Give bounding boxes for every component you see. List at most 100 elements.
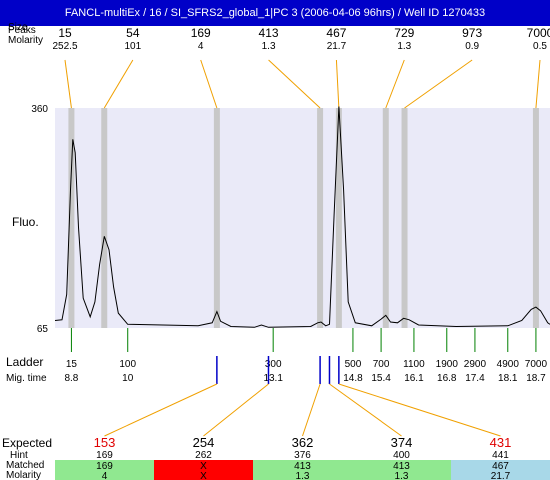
expected-value: 431	[490, 435, 512, 450]
peak-molarity-label: 21.7	[327, 41, 347, 52]
matched-label: Matched	[6, 460, 44, 471]
ladder-size-label: 4900	[497, 359, 520, 370]
ladder-time-label: 16.1	[404, 373, 424, 384]
expected-value: 153	[94, 435, 116, 450]
peak-connector	[385, 59, 405, 109]
matched-value: 413	[393, 461, 410, 472]
expected-value: 254	[193, 435, 215, 450]
matched-value: 413	[294, 461, 311, 472]
peak-size-label: 467	[326, 26, 346, 40]
matched-molarity-value: 4	[102, 471, 108, 480]
peak-connector	[404, 59, 473, 109]
matched-cell	[352, 460, 451, 480]
expected-label: Expected	[2, 436, 52, 450]
peak-molarity-label: 252.5	[52, 41, 77, 52]
matched-molarity-value: 1.3	[395, 471, 409, 480]
matched-cell	[154, 460, 253, 480]
peak-size-label: 7000	[527, 26, 550, 40]
ladder-ticks: 15 8.8 100 10 300 13.1 500 14.8 700 15.4 1100 16.1 1…	[64, 328, 547, 384]
hint-label: Hint	[10, 450, 28, 461]
ladder-size-label: 300	[265, 359, 282, 370]
hint-value: 169	[96, 450, 113, 461]
peak-size-label: 729	[394, 26, 414, 40]
ladder-time-label: 8.8	[64, 373, 78, 384]
peak-molarity-label: 1.3	[262, 41, 276, 52]
peak-bands	[68, 108, 539, 328]
peak-band	[101, 108, 108, 328]
peak-band	[401, 108, 408, 328]
ladder-size-label: 100	[119, 359, 136, 370]
expected-connector	[104, 383, 218, 437]
ladder-size-label: 2900	[464, 359, 487, 370]
peak-band	[335, 108, 342, 328]
matched-molarity-value: 21.7	[491, 471, 511, 480]
peak-band	[532, 108, 539, 328]
ladder-size-label: 7000	[525, 359, 548, 370]
expected-connector	[329, 383, 402, 437]
peak-molarity-label: 0.5	[533, 41, 547, 52]
y-axis-label: Fluo.	[12, 215, 39, 229]
matched-cell	[253, 460, 352, 480]
peak-connector	[268, 59, 321, 109]
expected-table: 1531691694254262XX3623764131.33744004131…	[55, 356, 550, 480]
peak-band	[317, 108, 324, 328]
matched-value: 467	[492, 461, 509, 472]
ladder-time-label: 14.8	[343, 373, 363, 384]
ladder-time-label: 16.8	[437, 373, 457, 384]
trace-group	[54, 106, 550, 328]
ladder-size-label: 700	[373, 359, 390, 370]
ladder-size-label: 15	[66, 359, 78, 370]
mig-time-label: Mig. time	[6, 373, 47, 384]
peak-labels: 15252.55410116944131.346721.77291.39730.…	[52, 26, 550, 52]
peak-connector	[64, 59, 72, 109]
y-tick-label: 360	[31, 104, 48, 115]
peak-size-label: 413	[259, 26, 279, 40]
expected-connector	[302, 383, 321, 437]
peak-molarity-label: 0.9	[465, 41, 479, 52]
ladder-label: Ladder	[6, 355, 43, 369]
peak-connectors	[64, 59, 541, 109]
ladder-size-label: 500	[345, 359, 362, 370]
matched-cell	[55, 460, 154, 480]
ladder-size-label: 1900	[436, 359, 459, 370]
hint-value: 441	[492, 450, 509, 461]
matched-value: 169	[96, 461, 113, 472]
matched-molarity-value: 1.3	[296, 471, 310, 480]
matched-molarity-value: X	[200, 471, 207, 480]
expected-connector	[338, 383, 501, 437]
peak-connector	[335, 59, 340, 109]
peak-connector	[535, 59, 541, 109]
hint-value: 262	[195, 450, 212, 461]
top-molarity-label: Molarity	[8, 35, 43, 46]
y-ticks: 65 360	[31, 104, 48, 335]
hint-value: 400	[393, 450, 410, 461]
peak-size-label: 54	[126, 26, 140, 40]
peak-connector	[103, 59, 134, 109]
peak-connector	[200, 59, 218, 109]
ladder-time-label: 13.1	[263, 373, 283, 384]
window-title: FANCL-multiEx / 16 / SI_SFRS2_global_1|P…	[0, 0, 550, 26]
hint-value: 376	[294, 450, 311, 461]
ladder-time-label: 17.4	[465, 373, 485, 384]
peak-size-label: 15	[58, 26, 72, 40]
ladder-size-label: 1100	[403, 359, 425, 370]
ladder-time-label: 10	[122, 373, 134, 384]
expected-value: 374	[391, 435, 413, 450]
size-label: Size	[8, 22, 28, 33]
matched-cell	[451, 460, 550, 480]
bottom-molarity-label: Molarity	[6, 470, 41, 480]
peak-molarity-label: 4	[198, 41, 204, 52]
peak-size-label: 973	[462, 26, 482, 40]
ladder-time-label: 18.7	[526, 373, 546, 384]
peak-band	[382, 108, 389, 328]
expected-value: 362	[292, 435, 314, 450]
plot-area	[55, 108, 550, 328]
peak-molarity-label: 101	[125, 41, 142, 52]
ladder-time-label: 15.4	[371, 373, 391, 384]
peak-band	[68, 108, 75, 328]
peak-size-label: 169	[191, 26, 211, 40]
y-tick-label: 65	[37, 324, 49, 335]
peak-molarity-label: 1.3	[397, 41, 411, 52]
ladder-time-label: 18.1	[498, 373, 518, 384]
